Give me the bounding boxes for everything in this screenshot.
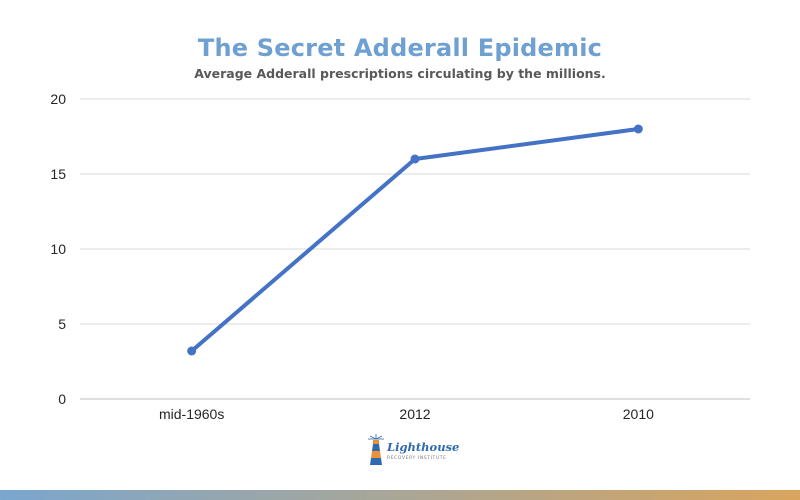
chart-title: The Secret Adderall Epidemic xyxy=(197,34,603,62)
logo-wordmark: Lighthouse xyxy=(387,440,460,454)
bottom-gradient-bar xyxy=(0,490,800,500)
y-tick-label: 0 xyxy=(58,391,66,407)
logo-tagline: RECOVERY INSTITUTE xyxy=(387,456,447,461)
y-tick-label: 5 xyxy=(58,316,66,332)
gridlines xyxy=(80,98,750,325)
x-tick-label: 2012 xyxy=(399,406,430,422)
y-tick-labels: 0 5 10 15 20 xyxy=(50,91,66,407)
x-tick-labels: mid-1960s 2012 2010 xyxy=(159,406,654,422)
y-tick-label: 15 xyxy=(50,166,66,182)
y-tick-label: 10 xyxy=(50,241,66,257)
x-tick-label: 2010 xyxy=(623,406,654,422)
chart-subtitle: Average Adderall prescriptions circulati… xyxy=(194,66,606,81)
lighthouse-logo: Lighthouse RECOVERY INSTITUTE xyxy=(366,434,460,468)
lighthouse-icon xyxy=(368,434,384,465)
data-point xyxy=(633,124,643,134)
data-point xyxy=(187,346,197,356)
data-point xyxy=(410,154,420,164)
x-tick-label: mid-1960s xyxy=(159,406,224,422)
y-tick-label: 20 xyxy=(50,91,66,107)
series xyxy=(187,124,643,356)
